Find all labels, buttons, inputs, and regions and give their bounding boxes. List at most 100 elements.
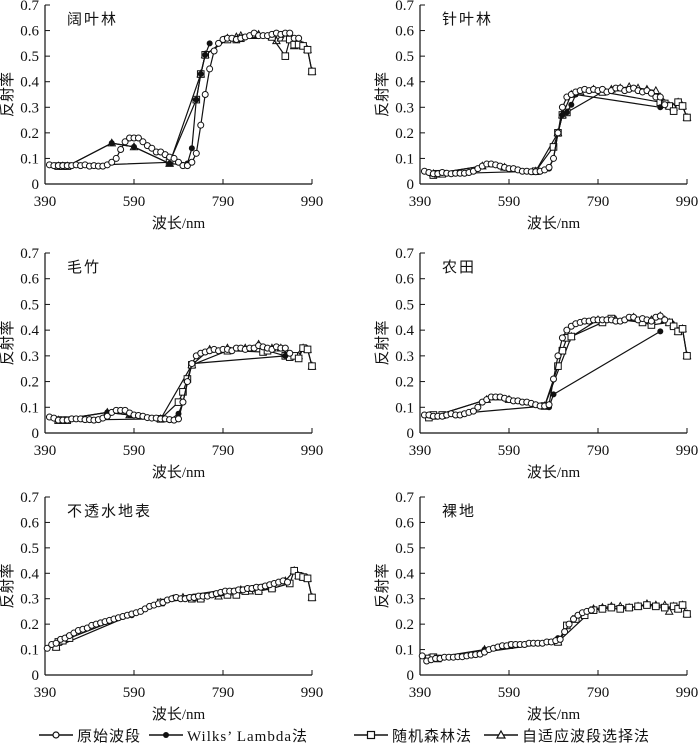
data-point: [166, 160, 173, 167]
data-point: [179, 388, 187, 396]
data-point: [299, 42, 307, 50]
x-tick-label: 790: [587, 685, 610, 701]
data-point: [134, 134, 142, 142]
data-point: [563, 109, 570, 116]
data-point: [674, 98, 682, 106]
y-tick-label: 0.7: [20, 0, 39, 14]
series-open-circle: [45, 342, 294, 424]
y-tick-label: 0: [32, 426, 40, 442]
series-line: [424, 87, 666, 175]
panel-title: 毛竹: [67, 259, 101, 276]
x-tick-label: 590: [498, 194, 521, 210]
legend-label-random-forest: 随机森林法: [392, 728, 473, 745]
data-point: [607, 603, 616, 612]
data-point: [215, 39, 223, 47]
data-point: [43, 644, 51, 652]
open-square-marker-icon: [354, 730, 388, 740]
y-tick-label: 0.2: [20, 617, 39, 633]
data-point: [558, 334, 566, 342]
series-line: [49, 32, 299, 167]
y-tick-label: 0.6: [395, 515, 414, 531]
data-point: [661, 316, 669, 324]
data-point: [474, 403, 482, 411]
data-point: [131, 143, 137, 150]
data-point: [469, 407, 477, 415]
y-tick-label: 0.7: [395, 490, 414, 506]
data-point: [558, 103, 566, 111]
data-point: [192, 149, 200, 157]
data-point: [188, 145, 195, 152]
data-point: [678, 325, 687, 333]
y-axis-label: 反射率: [374, 72, 391, 117]
x-tick-label: 990: [301, 443, 324, 459]
data-point: [308, 362, 316, 370]
legend: 原始波段 Wilks’ Lambda法 随机森林法 自适应波段选择法: [0, 724, 700, 746]
data-point: [188, 360, 196, 368]
data-point: [206, 65, 214, 73]
x-tick-label: 590: [498, 685, 521, 701]
y-axis-label: 反射率: [0, 320, 16, 365]
series-filled-circle: [55, 352, 289, 424]
series-open-triangle: [53, 29, 317, 170]
data-point: [669, 322, 678, 331]
data-point: [565, 620, 573, 628]
data-point: [303, 574, 312, 583]
y-tick-label: 0.2: [395, 617, 414, 633]
data-point: [656, 93, 664, 101]
x-tick-label: 390: [34, 443, 57, 459]
y-tick-label: 0.4: [20, 323, 39, 339]
data-point: [108, 140, 115, 147]
data-point: [674, 605, 682, 613]
data-point: [587, 606, 595, 614]
y-tick-label: 0.5: [20, 541, 39, 557]
y-tick-label: 0.7: [20, 490, 39, 506]
series-open-triangle: [424, 598, 692, 662]
y-tick-label: 0.1: [395, 400, 414, 416]
x-tick-label: 590: [123, 685, 146, 701]
series-open-circle: [420, 84, 669, 178]
data-point: [563, 326, 571, 334]
y-tick-label: 0: [32, 668, 40, 684]
data-point: [170, 154, 178, 162]
x-axis-label: 波长/nm: [152, 706, 206, 723]
data-point: [550, 375, 557, 383]
data-point: [418, 652, 426, 660]
chart-panel-3: 0 0.1 0.2 0.3 0.4 0.5 0.6 0.7 390 590 790 990 波长/nm 反…: [0, 246, 323, 481]
series-line: [428, 603, 688, 660]
y-tick-label: 0.7: [395, 246, 414, 262]
y-tick-label: 0.6: [395, 24, 414, 40]
series-open-circle: [420, 312, 669, 420]
series-line: [58, 36, 313, 167]
data-point: [616, 605, 625, 613]
data-point: [625, 603, 633, 612]
series-line: [433, 91, 688, 176]
data-point: [183, 378, 191, 386]
y-axis-label: 反射率: [374, 320, 391, 365]
x-tick-label: 590: [123, 443, 146, 459]
series-line: [433, 93, 661, 175]
panel-title: 阔叶林: [67, 11, 118, 28]
x-tick-label: 590: [498, 443, 521, 459]
data-point: [561, 628, 569, 636]
y-tick-label: 0.2: [395, 375, 414, 391]
data-point: [286, 349, 294, 357]
series-open-square: [52, 566, 316, 651]
data-point: [206, 40, 213, 47]
data-point: [568, 101, 575, 108]
series-line: [58, 355, 286, 421]
y-tick-label: 0.6: [20, 272, 39, 288]
data-point: [303, 45, 312, 54]
y-tick-label: 0.5: [20, 49, 39, 65]
legend-item-original: 原始波段: [38, 724, 141, 746]
data-point: [657, 328, 664, 335]
x-tick-label: 590: [123, 194, 146, 210]
data-point: [549, 143, 558, 151]
data-point: [545, 163, 553, 171]
data-point: [567, 332, 576, 341]
y-axis-label: 反射率: [374, 563, 391, 608]
x-axis-label: 波长/nm: [527, 215, 581, 232]
y-tick-label: 0.7: [395, 0, 414, 14]
x-tick-label: 990: [676, 443, 699, 459]
y-tick-label: 0.4: [20, 566, 39, 582]
y-tick-label: 0.2: [395, 126, 414, 142]
